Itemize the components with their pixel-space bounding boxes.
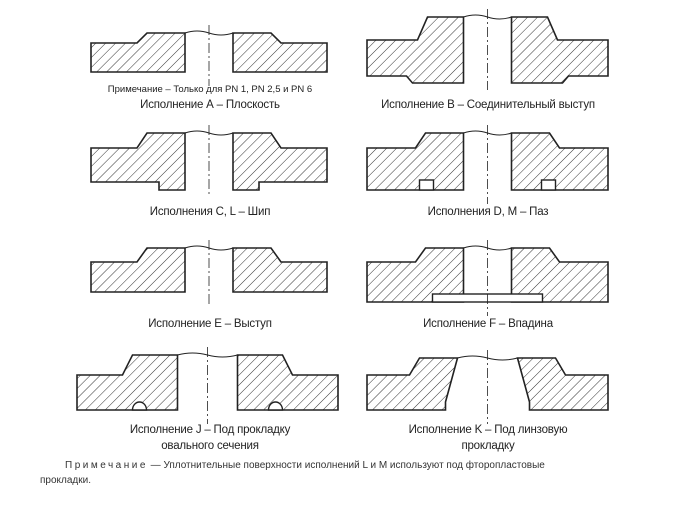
figure-a-caption: Исполнение А – Плоскость — [140, 99, 280, 111]
figure-k-caption-line2: прокладку — [461, 440, 515, 452]
figure-j-caption-line1: Исполнение J – Под прокладку — [129, 424, 291, 436]
flange-c-right-section — [232, 132, 328, 191]
figure-a-note: Примечание – Только для PN 1, PN 2,5 и P… — [107, 84, 313, 95]
flange-j-left-section — [76, 354, 179, 411]
figure-d-caption: Исполнения D, M – Паз — [427, 206, 549, 218]
flange-k-left-section — [366, 357, 459, 411]
figure-k-caption-line1: Исполнение K – Под линзовую — [408, 424, 568, 436]
footnote-text-line2: прокладки. — [40, 475, 91, 486]
figure-c-caption: Исполнения С, L – Шип — [149, 206, 271, 218]
flange-k-right-section — [516, 357, 609, 411]
flange-d-left-section — [366, 132, 465, 191]
figure-f-caption: Исполнение F – Впадина — [423, 318, 553, 330]
figure-e-caption: Исполнение Е – Выступ — [148, 318, 272, 330]
flange-d-groove — [540, 179, 557, 191]
flange-c-left-section — [90, 132, 186, 191]
flange-e-left-section — [90, 247, 186, 293]
flange-j-right-section — [236, 354, 339, 411]
flange-a-left-section — [90, 32, 186, 73]
flange-a-right-section — [232, 32, 328, 73]
flange-j-ring-groove — [267, 401, 284, 411]
footnote-text: — Уплотнительные поверхности исполнений … — [147, 460, 545, 471]
figure-j-caption-line2: овального сечения — [161, 440, 259, 452]
figure-b-caption: Исполнение В – Соединительный выступ — [381, 99, 595, 111]
flange-d-groove — [418, 179, 435, 191]
footnote: Примечание — Уплотнительные поверхности … — [40, 460, 680, 471]
flange-j-ring-groove — [131, 401, 148, 411]
flange-b-left-section — [366, 16, 465, 84]
flange-e-right-section — [232, 247, 328, 293]
flange-b-right-section — [510, 16, 609, 84]
flange-d-right-section — [510, 132, 609, 191]
footnote-label: Примечание — [65, 460, 148, 471]
